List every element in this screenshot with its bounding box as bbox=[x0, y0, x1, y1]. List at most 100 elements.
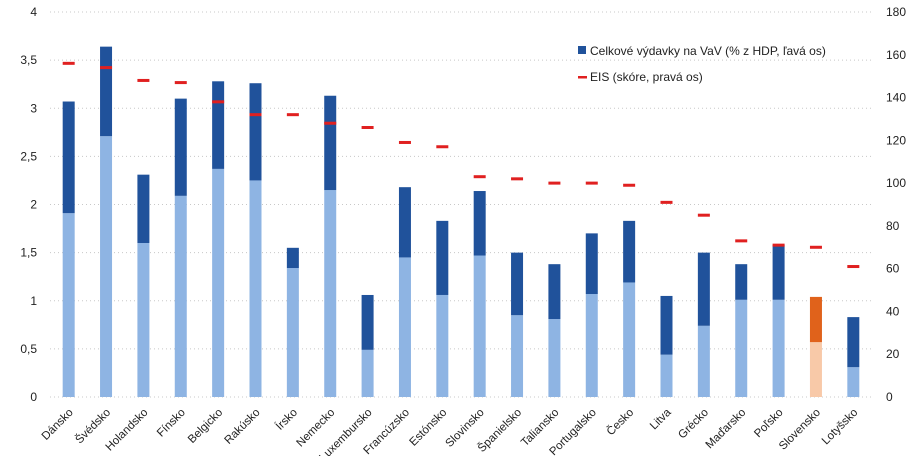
legend-eis-label: EIS (skóre, pravá os) bbox=[590, 70, 703, 84]
eis-marker bbox=[249, 113, 262, 117]
eis-marker bbox=[735, 239, 748, 243]
bar-segment-lower bbox=[361, 349, 374, 397]
eis-marker bbox=[585, 181, 598, 185]
eis-marker bbox=[511, 177, 524, 181]
right-axis-tick-label: 100 bbox=[886, 176, 906, 190]
left-axis-tick-label: 1 bbox=[30, 294, 37, 308]
bar-segment-lower bbox=[62, 213, 75, 397]
eis-marker bbox=[62, 61, 75, 65]
eis-marker bbox=[286, 113, 299, 117]
left-axis-tick-label: 4 bbox=[30, 5, 37, 19]
bar-segment-upper bbox=[847, 317, 860, 368]
category-label: Maďarsko bbox=[704, 407, 749, 452]
bar-segment-lower bbox=[324, 190, 337, 397]
bar-segment-lower bbox=[585, 294, 598, 397]
category-label: Fínsko bbox=[155, 407, 188, 440]
bar-segment-lower bbox=[623, 282, 636, 397]
bar-segment-upper bbox=[137, 174, 150, 243]
left-axis-tick-label: 2,5 bbox=[20, 149, 37, 163]
eis-marker bbox=[174, 81, 187, 85]
legend-bar-label: Celkové výdavky na VaV (% z HDP, ľavá os… bbox=[590, 44, 826, 58]
category-label: Poľsko bbox=[752, 407, 785, 440]
eis-marker bbox=[361, 126, 374, 129]
bar-segment-upper bbox=[398, 187, 411, 258]
right-axis-tick-label: 120 bbox=[886, 133, 906, 147]
bar-segment-lower bbox=[286, 268, 299, 397]
eis-marker bbox=[212, 100, 225, 104]
bar-series bbox=[62, 46, 860, 397]
eis-marker bbox=[436, 145, 449, 149]
bar-segment-lower bbox=[137, 243, 150, 397]
bar-segment-upper bbox=[623, 220, 636, 283]
bar-segment-lower bbox=[735, 299, 748, 397]
bar-segment-lower bbox=[100, 136, 113, 397]
left-axis-ticks: 0 0,5 1 1,5 2 2,5 3 3,5 4 bbox=[20, 5, 37, 404]
eis-marker bbox=[473, 175, 486, 179]
bar-segment-upper bbox=[249, 83, 262, 181]
bar-segment-lower bbox=[660, 354, 673, 397]
eis-marker bbox=[623, 183, 636, 187]
category-label: Rakúsko bbox=[222, 407, 262, 447]
bar-segment-lower bbox=[847, 367, 860, 397]
bar-segment-upper bbox=[286, 247, 299, 269]
bar-segment-upper bbox=[511, 252, 524, 316]
gridlines bbox=[50, 11, 872, 398]
left-axis-tick-label: 1,5 bbox=[20, 246, 37, 260]
eis-marker bbox=[398, 140, 411, 144]
eis-marker bbox=[100, 66, 113, 70]
right-axis-tick-label: 160 bbox=[886, 48, 906, 62]
eis-marker bbox=[809, 245, 822, 249]
bar-segment-upper bbox=[772, 244, 785, 300]
right-axis-tick-label: 180 bbox=[886, 5, 906, 19]
legend-bar-swatch bbox=[578, 46, 586, 54]
bar-segment-lower bbox=[772, 299, 785, 397]
right-axis-ticks: 0 20 40 60 80 100 120 140 160 180 bbox=[886, 5, 906, 404]
bar-segment-upper bbox=[735, 264, 748, 300]
eis-markers bbox=[62, 61, 860, 269]
bar-segment-upper bbox=[62, 101, 75, 214]
bar-segment-lower bbox=[212, 168, 225, 397]
category-label: Dánsko bbox=[40, 407, 76, 443]
bar-segment-lower bbox=[809, 342, 822, 397]
eis-marker bbox=[847, 265, 860, 269]
right-axis-tick-label: 80 bbox=[886, 219, 900, 233]
bar-segment-upper bbox=[697, 252, 710, 326]
bar-segment-upper bbox=[585, 233, 598, 295]
eis-marker bbox=[548, 181, 561, 185]
bar-segment-upper bbox=[174, 98, 187, 196]
bar-segment-upper bbox=[660, 295, 673, 355]
bar-segment-upper bbox=[809, 296, 822, 343]
bar-segment-upper bbox=[361, 294, 374, 350]
right-axis-tick-label: 0 bbox=[886, 390, 893, 404]
bar-segment-lower bbox=[511, 315, 524, 397]
legend: Celkové výdavky na VaV (% z HDP, ľavá os… bbox=[578, 44, 826, 84]
bar-segment-lower bbox=[473, 255, 486, 397]
bar-segment-upper bbox=[436, 220, 449, 295]
left-axis-tick-label: 0 bbox=[30, 390, 37, 404]
category-label: Lotyšsko bbox=[820, 407, 861, 448]
left-axis-tick-label: 0,5 bbox=[20, 342, 37, 356]
bar-segment-upper bbox=[548, 264, 561, 320]
eis-marker bbox=[324, 121, 337, 125]
bar-segment-upper bbox=[473, 191, 486, 256]
bar-segment-upper bbox=[100, 46, 113, 137]
eis-marker bbox=[697, 213, 710, 217]
eis-marker bbox=[137, 78, 150, 82]
bar-segment-upper bbox=[324, 95, 337, 191]
left-axis-tick-label: 3,5 bbox=[20, 53, 37, 67]
bar-segment-lower bbox=[436, 294, 449, 397]
bar-segment-lower bbox=[697, 325, 710, 397]
right-axis-tick-label: 140 bbox=[886, 91, 906, 105]
category-label: Belgicko bbox=[186, 407, 225, 446]
left-axis-tick-label: 2 bbox=[30, 198, 37, 212]
category-label: Grécko bbox=[676, 407, 711, 442]
left-axis-tick-label: 3 bbox=[30, 101, 37, 115]
bar-segment-lower bbox=[398, 257, 411, 397]
category-label: Česko bbox=[604, 406, 636, 438]
legend-eis-swatch bbox=[578, 76, 587, 79]
right-axis-tick-label: 40 bbox=[886, 304, 900, 318]
bar-segment-lower bbox=[548, 319, 561, 397]
eis-marker bbox=[660, 200, 673, 204]
